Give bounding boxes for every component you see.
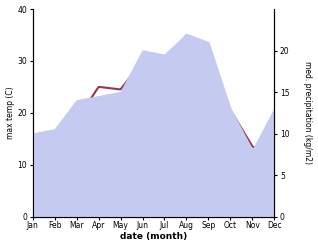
Y-axis label: med. precipitation (kg/m2): med. precipitation (kg/m2) — [303, 61, 313, 164]
Y-axis label: max temp (C): max temp (C) — [5, 86, 15, 139]
X-axis label: date (month): date (month) — [120, 232, 187, 242]
